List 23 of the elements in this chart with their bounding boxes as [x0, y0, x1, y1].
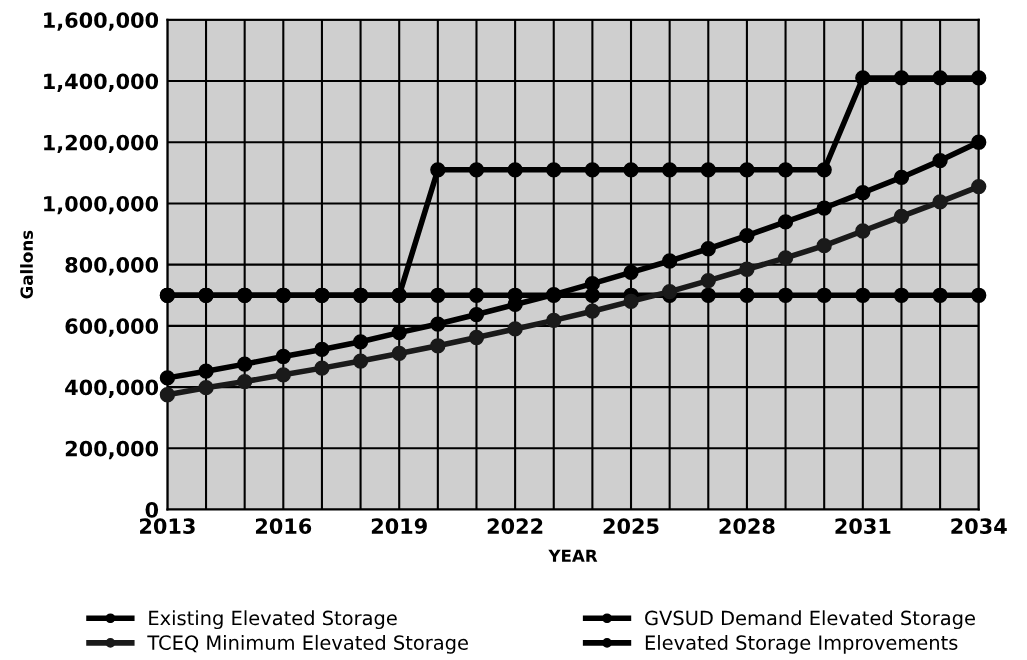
legend-label: Elevated Storage Improvements [645, 634, 958, 654]
y-tick-label: 800,000 [65, 257, 159, 276]
y-tick-label: 1,600,000 [44, 12, 159, 31]
x-tick-label: 2019 [371, 518, 427, 534]
legend-label: Existing Elevated Storage [149, 610, 397, 630]
legend-label: TCEQ Minimum Elevated Storage [147, 634, 468, 654]
y-axis-title: Gallons [20, 230, 33, 299]
x-axis-title: YEAR [548, 549, 598, 562]
y-tick-label: 1,200,000 [44, 134, 159, 154]
y-tick-label: 200,000 [65, 440, 159, 460]
legend-label: GVSUD Demand Elevated Storage [645, 610, 975, 630]
x-tick-label: 2025 [603, 518, 659, 534]
x-tick-label: 2028 [719, 518, 775, 534]
y-tick-label: 600,000 [65, 318, 159, 337]
x-tick-label: 2022 [487, 518, 543, 534]
y-tick-label: 0 [145, 501, 159, 518]
x-tick-label: 2013 [140, 518, 195, 534]
x-tick-label: 2016 [255, 518, 312, 534]
y-tick-label: 1,400,000 [44, 73, 159, 92]
x-tick-label: 2034 [951, 518, 1007, 534]
y-tick-label: 400,000 [65, 379, 159, 398]
y-tick-label: 1,000,000 [44, 195, 159, 215]
x-tick-label: 2031 [835, 518, 891, 534]
